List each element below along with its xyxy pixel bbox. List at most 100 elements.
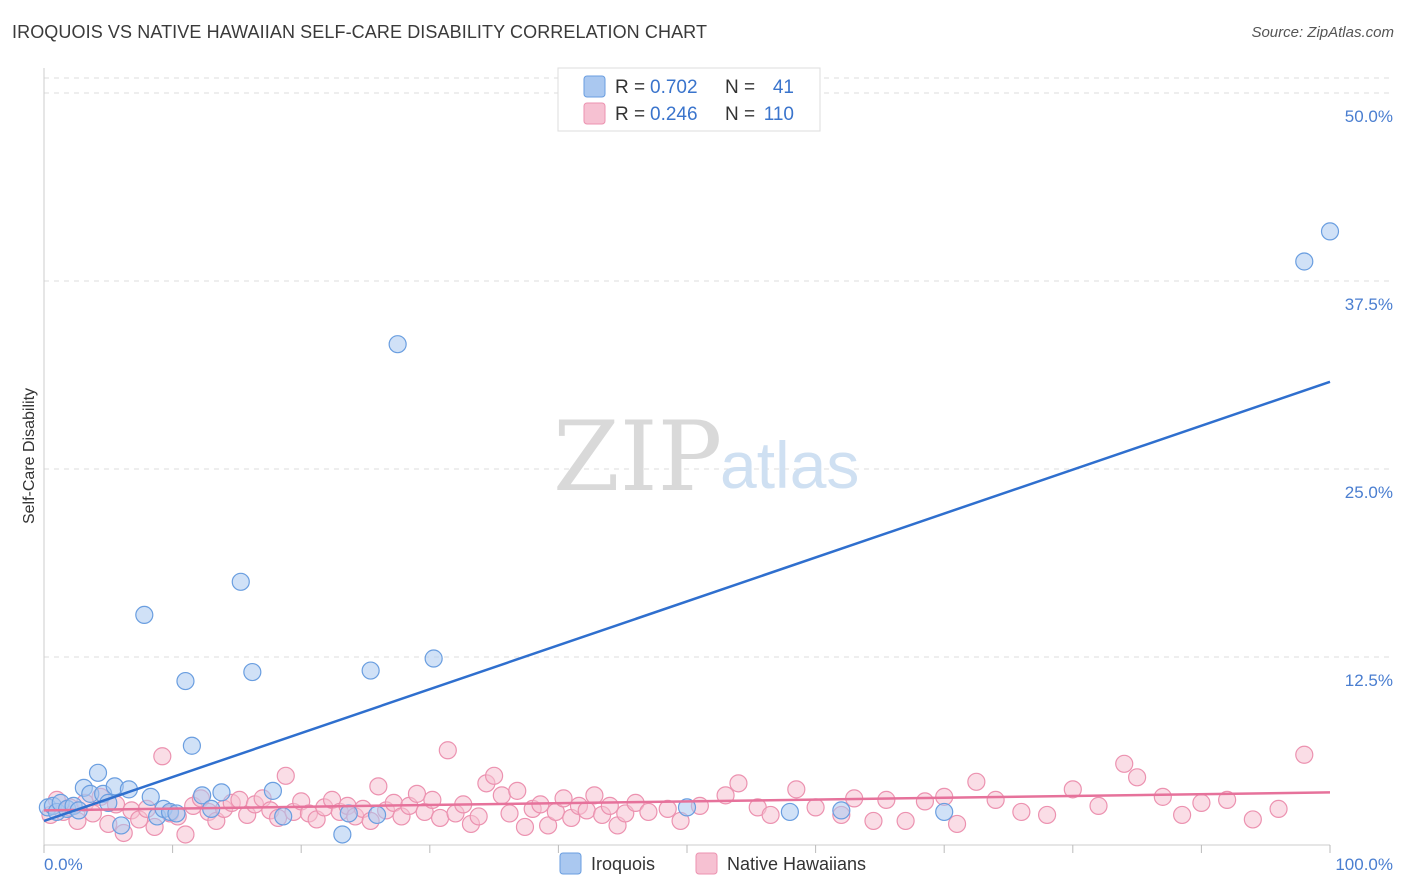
native-hawaiians-point (1127, 768, 1147, 787)
iroquois-point (677, 798, 697, 817)
x-tick-marks (43, 845, 1331, 853)
native-hawaiians-point (1089, 796, 1108, 815)
iroquois-point (832, 801, 851, 820)
iroquois-point (935, 802, 954, 822)
native-hawaiians-point (787, 780, 806, 799)
legend-n-value-1: 41 (773, 77, 794, 98)
y-tick-labels: 12.5% 25.0% 37.5% 50.0% (1345, 107, 1393, 690)
native-hawaiians-point (407, 784, 427, 803)
iroquois-point (388, 335, 407, 354)
native-hawaiians-point (1115, 754, 1134, 773)
native-hawaiians-point (986, 790, 1005, 809)
iroquois-point (88, 763, 108, 782)
legend-n-label-1: N = (725, 77, 755, 98)
y-tick-label: 37.5% (1345, 295, 1393, 314)
native-hawaiians-point (947, 814, 967, 834)
native-hawaiians-point (1063, 780, 1082, 799)
native-hawaiians-point (500, 804, 519, 823)
legend-r-value-2: 0.246 (650, 104, 698, 125)
native-hawaiians-point (369, 777, 388, 796)
iroquois-point (274, 807, 293, 826)
grid-layer (44, 77, 1393, 658)
iroquois-point (182, 736, 201, 755)
iroquois-point (1320, 222, 1340, 241)
iroquois-point (135, 605, 154, 625)
watermark-zip: ZIP (553, 401, 722, 513)
legend-n-value-2: 110 (764, 104, 794, 125)
iroquois-points (38, 222, 1340, 844)
native-hawaiians-point (600, 796, 619, 815)
y-tick-label: 12.5% (1345, 671, 1393, 690)
iroquois-trend-line (43, 380, 1331, 823)
x-tick-label-max: 100.0% (1335, 855, 1393, 874)
native-hawaiians-point (658, 799, 677, 819)
iroquois-point (193, 786, 212, 805)
native-hawaiians-point (1192, 793, 1211, 812)
native-hawaiians-point (639, 802, 658, 822)
legend-r-label-1: R = (615, 77, 645, 98)
native-hawaiians-point (1243, 810, 1262, 829)
chart-title: IROQUOIS VS NATIVE HAWAIIAN SELF-CARE DI… (12, 22, 708, 42)
native-hawaiians-point (806, 798, 825, 817)
native-hawaiians-point (1173, 805, 1192, 825)
native-hawaiians-point (1218, 790, 1237, 809)
legend-r-label-2: R = (615, 104, 645, 125)
native-hawaiians-point (1012, 802, 1031, 822)
iroquois-point (263, 781, 283, 800)
legend-swatch-iroquois (583, 75, 606, 98)
iroquois-point (112, 816, 131, 835)
native-hawaiians-point (915, 792, 935, 811)
bottom-legend-swatch-native-hawaiians (695, 852, 718, 875)
native-hawaiians-point (153, 747, 172, 766)
legend-n-label-2: N = (725, 104, 755, 125)
iroquois-point (780, 802, 799, 822)
native-hawaiians-point (1269, 799, 1288, 819)
native-hawaiians-point (176, 825, 195, 844)
legend: R = 0.702 N = 41 R = 0.246 N = 110 (557, 67, 821, 132)
native-hawaiians-point (276, 766, 295, 785)
iroquois-point (141, 787, 160, 806)
native-hawaiians-point (515, 817, 535, 837)
native-hawaiians-point (485, 766, 504, 785)
x-tick-label-min: 0.0% (44, 855, 83, 874)
bottom-legend-label-iroquois: Iroquois (591, 854, 655, 874)
iroquois-point (339, 804, 358, 823)
native-hawaiians-point (539, 816, 558, 835)
native-hawaiians-point (864, 811, 883, 831)
native-hawaiians-point (967, 772, 986, 791)
native-hawaiians-point (1295, 745, 1314, 764)
source-label: Source: ZipAtlas.com (1251, 24, 1394, 41)
native-hawaiians-point (761, 805, 780, 825)
iroquois-point (176, 671, 195, 691)
bottom-legend-swatch-iroquois (559, 852, 582, 875)
watermark-atlas: atlas (720, 428, 859, 502)
iroquois-point (1295, 252, 1314, 271)
native-hawaiians-point (577, 801, 596, 820)
native-hawaiians-point (492, 786, 511, 805)
bottom-legend: Iroquois Native Hawaiians (559, 852, 866, 875)
trend-lines (43, 380, 1331, 823)
iroquois-point (361, 661, 380, 680)
y-tick-label: 25.0% (1345, 483, 1393, 502)
iroquois-point (333, 825, 352, 844)
iroquois-point (231, 572, 250, 591)
y-tick-label: 50.0% (1345, 107, 1393, 126)
native-hawaiians-point (1153, 787, 1172, 806)
bottom-legend-label-native-hawaiians: Native Hawaiians (727, 854, 866, 874)
iroquois-point (367, 805, 387, 825)
native-hawaiians-point (469, 807, 488, 826)
legend-swatch-native-hawaiians (583, 102, 606, 125)
iroquois-point (424, 649, 443, 668)
native-hawaiians-point (430, 808, 450, 828)
iroquois-point (243, 662, 262, 682)
legend-r-value-1: 0.702 (650, 77, 698, 98)
native-hawaiians-point (896, 811, 915, 831)
iroquois-point (212, 783, 231, 802)
native-hawaiians-point (1037, 805, 1057, 825)
native-hawaiians-trend-line (43, 791, 1331, 812)
native-hawaiians-point (438, 741, 457, 760)
native-hawaiians-point (508, 781, 527, 800)
native-hawaiians-point (230, 790, 249, 809)
native-hawaiians-point (729, 774, 748, 793)
